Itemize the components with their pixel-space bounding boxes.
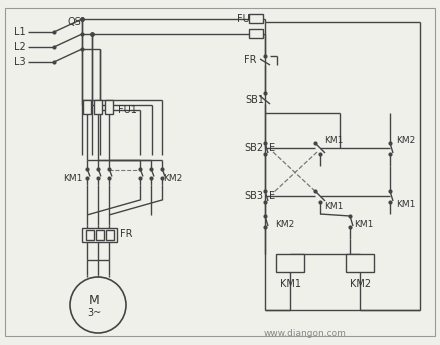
Text: KM2: KM2 [163,174,182,183]
Text: KM1: KM1 [63,174,82,183]
Text: L1: L1 [14,27,26,37]
Bar [96,230,104,240]
Text: E: E [269,143,275,153]
Text: E: E [269,191,275,201]
Text: www.diangon.com: www.diangon.com [264,328,346,337]
Text: FR: FR [120,229,132,239]
Bar [106,230,114,240]
Bar [82,228,117,242]
Text: KM1: KM1 [396,199,415,208]
Text: FU2: FU2 [237,14,256,24]
Bar [86,230,94,240]
Bar [346,254,374,272]
Text: KM2: KM2 [275,219,294,228]
Text: SB1: SB1 [245,95,264,105]
Text: KM1: KM1 [354,219,374,228]
Bar [94,100,102,114]
Text: L2: L2 [14,42,26,52]
Text: FR: FR [244,55,257,65]
Text: FU1: FU1 [118,105,137,115]
Text: SB3: SB3 [244,191,263,201]
Text: KM2: KM2 [350,279,371,289]
Text: QS: QS [67,17,81,27]
Text: KM1: KM1 [280,279,301,289]
Text: M: M [88,294,99,306]
Text: SB2: SB2 [244,143,263,153]
Bar [276,254,304,272]
Text: KM1: KM1 [324,136,343,145]
Text: KM1: KM1 [324,201,343,210]
Bar [249,14,263,23]
Text: KM2: KM2 [396,136,415,145]
Bar [105,100,113,114]
Bar [249,29,263,38]
Text: L3: L3 [14,57,26,67]
Text: 3~: 3~ [87,308,101,318]
Bar [83,100,91,114]
